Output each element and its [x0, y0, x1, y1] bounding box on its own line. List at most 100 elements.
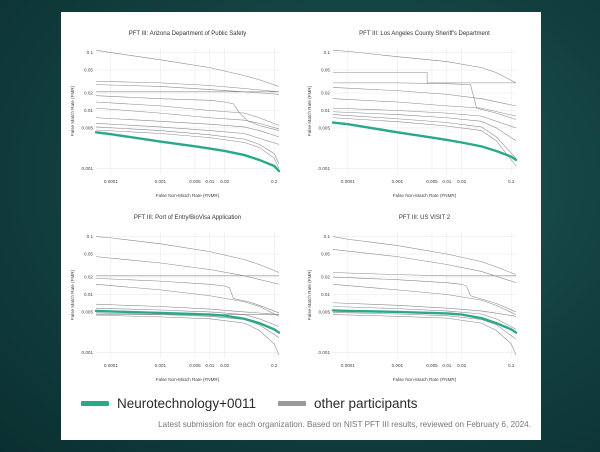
- legend-label-highlight: Neurotechnology+0011: [117, 395, 256, 411]
- x-tick-label: 0.2: [508, 363, 515, 368]
- x-tick-label: 0.001: [392, 363, 404, 368]
- x-tick-label: 0.2: [271, 363, 278, 368]
- x-axis-label: False Non-Match Rate (FNMR): [156, 193, 220, 198]
- x-axis-label: False Non-Match Rate (FNMR): [393, 377, 457, 382]
- x-tick-label: 0.01: [442, 179, 451, 184]
- y-tick-label: 0.001: [82, 350, 94, 355]
- series-line-other: [95, 129, 280, 169]
- chart-card: PFT III: Arizona Department of Public Sa…: [61, 12, 541, 440]
- series-line-other: [332, 312, 517, 340]
- series-line-other: [332, 49, 517, 84]
- y-tick-label: 0.005: [82, 126, 94, 131]
- chart-panel-2: PFT III: Los Angeles County Sheriff's De…: [307, 31, 518, 198]
- series-line-other: [332, 87, 517, 107]
- series-line-other: [95, 236, 280, 273]
- legend-item-highlight: Neurotechnology+0011: [81, 396, 256, 411]
- y-axis-label: False Match Rate (FMR): [307, 85, 312, 136]
- grid: [96, 232, 279, 358]
- series-line-other: [95, 84, 280, 95]
- y-tick-label: 0.005: [319, 126, 331, 131]
- series-line-highlight: [94, 131, 281, 173]
- series-line-highlight: [331, 121, 518, 162]
- x-tick-label: 0.005: [189, 179, 201, 184]
- grid: [96, 48, 279, 174]
- series-line-other: [95, 123, 280, 145]
- y-axis-label: False Match Rate (FMR): [307, 269, 312, 320]
- y-tick-label: 0.01: [321, 292, 330, 297]
- x-tick-label: 0.01: [205, 363, 214, 368]
- x-tick-label: 0.2: [271, 179, 278, 184]
- series-line-other: [332, 272, 516, 277]
- chart-title: PFT III: Port of Entry/BioVisa Applicati…: [134, 215, 241, 221]
- x-axis-label: False Non-Match Rate (FNMR): [156, 377, 220, 382]
- series-line-other: [332, 114, 517, 159]
- series-line-other: [332, 98, 517, 117]
- x-tick-label: 0.02: [220, 179, 229, 184]
- series-line-highlight: [331, 309, 518, 334]
- series-line-other: [332, 249, 517, 283]
- series-line-other: [95, 80, 280, 93]
- chart-title: PFT III: Arizona Department of Public Sa…: [129, 31, 247, 37]
- x-tick-label: 0.0001: [104, 363, 118, 368]
- series-line-other: [333, 82, 517, 120]
- y-tick-label: 0.1: [324, 50, 331, 55]
- series-line-other: [95, 284, 280, 317]
- y-tick-label: 0.01: [84, 108, 93, 113]
- y-tick-label: 0.1: [87, 234, 94, 239]
- y-tick-label: 0.1: [324, 234, 331, 239]
- legend-item-others: other participants: [277, 395, 418, 411]
- y-tick-label: 0.02: [321, 275, 330, 280]
- x-tick-label: 0.0001: [341, 363, 355, 368]
- footnote: Latest submission for each organization.…: [158, 420, 531, 429]
- series-line-other: [332, 236, 517, 275]
- y-tick-label: 0.001: [82, 166, 94, 171]
- x-tick-label: 0.001: [155, 179, 167, 184]
- series-line-other: [332, 111, 517, 141]
- chart-panel-1: PFT III: Arizona Department of Public Sa…: [70, 31, 281, 198]
- series-line-other: [332, 314, 517, 356]
- x-axis-label: False Non-Match Rate (FNMR): [393, 193, 457, 198]
- y-tick-label: 0.05: [321, 68, 330, 73]
- chart-panel-4: PFT III: US VISIT 2 0.0001 0.001 0.005 0.01 0…: [307, 215, 518, 382]
- y-tick-label: 0.05: [84, 68, 93, 73]
- series-line-other: [95, 303, 280, 315]
- series-line-other: [332, 302, 517, 317]
- x-tick-label: 0.02: [457, 179, 466, 184]
- y-axis-label: False Match Rate (FMR): [70, 85, 75, 136]
- x-tick-label: 0.01: [205, 179, 214, 184]
- y-tick-label: 0.001: [319, 350, 331, 355]
- legend: Neurotechnology+0011 other participants: [81, 394, 440, 412]
- y-tick-label: 0.01: [84, 292, 93, 297]
- y-tick-label: 0.1: [87, 50, 94, 55]
- y-tick-label: 0.005: [319, 310, 331, 315]
- x-tick-label: 0.0001: [104, 179, 118, 184]
- y-tick-label: 0.02: [84, 91, 93, 96]
- series-line-highlight: [94, 309, 281, 334]
- legend-swatch-highlight: [81, 400, 109, 406]
- y-tick-label: 0.02: [84, 275, 93, 280]
- y-axis-label: False Match Rate (FMR): [70, 269, 75, 320]
- chart-title: PFT III: US VISIT 2: [399, 215, 451, 221]
- series-line-other: [332, 284, 517, 315]
- x-tick-label: 0.02: [457, 363, 466, 368]
- legend-label-others: other participants: [313, 395, 418, 411]
- series-line-other: [95, 314, 280, 356]
- x-tick-label: 0.2: [508, 179, 515, 184]
- series-line-other: [95, 107, 280, 130]
- y-tick-label: 0.005: [82, 310, 94, 315]
- chart-panel-3: PFT III: Port of Entry/BioVisa Applicati…: [70, 215, 281, 382]
- x-tick-label: 0.005: [189, 363, 201, 368]
- y-tick-label: 0.05: [84, 252, 93, 257]
- series-line-other: [95, 117, 280, 138]
- series-line-other: [95, 101, 280, 126]
- series-line-other: [95, 126, 280, 164]
- x-tick-label: 0.0001: [341, 179, 355, 184]
- x-tick-label: 0.01: [442, 363, 451, 368]
- x-tick-label: 0.001: [392, 179, 404, 184]
- grid: [333, 232, 516, 358]
- series-line-other: [332, 306, 517, 330]
- y-tick-label: 0.001: [319, 166, 331, 171]
- series-line-other: [95, 49, 280, 87]
- chart-title: PFT III: Los Angeles County Sheriff's De…: [359, 31, 490, 37]
- y-tick-label: 0.01: [321, 108, 330, 113]
